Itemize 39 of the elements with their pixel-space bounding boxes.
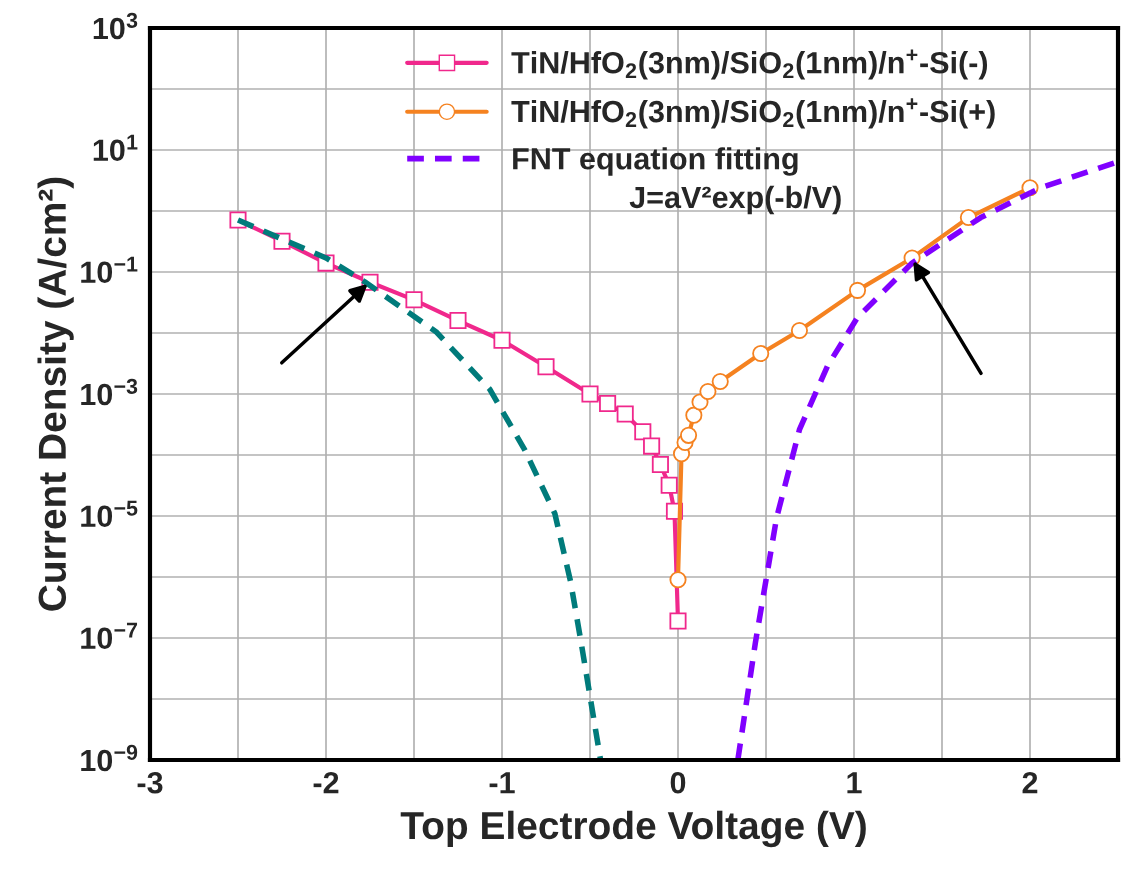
x-tick-label: 2 — [1022, 771, 1038, 794]
point — [752, 345, 770, 363]
y-tick-label: 10$^{−9}$ — [81, 744, 138, 772]
point — [660, 476, 678, 494]
point — [699, 382, 717, 401]
x-tick-label: -3 — [137, 771, 163, 794]
point — [581, 385, 599, 403]
point — [685, 406, 703, 424]
x-tick-label: 0 — [670, 771, 686, 794]
y-tick-label: 10$^{−5}$ — [81, 500, 138, 528]
point — [711, 373, 729, 391]
point — [680, 426, 698, 444]
legend-label: FNT equation fitting — [513, 147, 798, 176]
point — [669, 612, 687, 630]
point — [848, 281, 867, 299]
y-tick-label: 10$^{1}$ — [93, 134, 138, 162]
point — [405, 291, 423, 309]
point — [643, 437, 661, 455]
point — [790, 321, 808, 340]
x-tick-label: -1 — [489, 772, 515, 794]
point — [537, 358, 555, 376]
y-axis-title: Current Density (A/cm²) — [37, 177, 74, 611]
point — [651, 455, 669, 473]
point — [449, 312, 467, 330]
x-tick-label: -2 — [313, 771, 339, 794]
y-tick-label: 10$^{−7}$ — [81, 622, 138, 650]
point — [634, 423, 652, 441]
point — [599, 394, 617, 412]
legend-label: TiN/HfO$_{2}$(3nm)/SiO$_{2}$(1nm)/n$^{+}$-Si(-) — [511, 49, 988, 80]
y-tick-label: 10$^{−3}$ — [81, 378, 138, 406]
point — [669, 571, 687, 589]
point — [616, 405, 634, 423]
legend-label: TiN/HfO$_{2}$(3nm)/SiO$_{2}$(1nm)/n$^{+}$-Si(+) — [511, 98, 995, 129]
x-tick-label: 1 — [847, 772, 862, 794]
y-tick-label: 10$^{−1}$ — [81, 256, 138, 284]
annotation: J=aV²exp(-b/V) — [629, 185, 841, 215]
point — [493, 331, 511, 349]
x-axis-title: Top Electrode Voltage (V) — [400, 810, 866, 848]
y-tick-label: 10$^{3}$ — [93, 12, 138, 40]
